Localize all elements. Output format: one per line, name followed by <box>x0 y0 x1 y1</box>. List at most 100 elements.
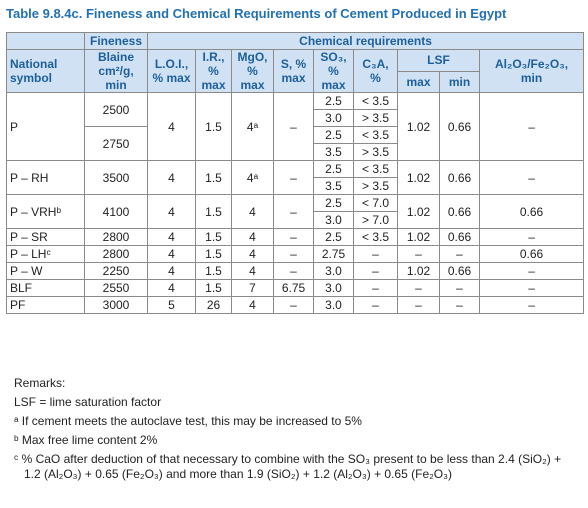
table-row: P – SR 2800 4 1.5 4–2.5 < 3.5 1.02 0.66– <box>6 228 585 246</box>
lsf-min-cell: 0.66 <box>439 262 480 280</box>
s-cell: – <box>273 160 314 195</box>
ir-cell: 26 <box>195 296 232 314</box>
lsf-max-cell: – <box>397 279 440 297</box>
requirements-table: Fineness Chemical requirements National … <box>6 32 585 314</box>
table-row: BLF 2550 4 1.5 7 6.75 3.0– – – – <box>6 279 585 297</box>
loi-cell: 4 <box>147 92 196 161</box>
c3a-cell: – <box>353 262 398 280</box>
fineness-cell: 2500 <box>84 92 148 127</box>
table-row: P – VRHᵇ 4100 4 1.5 4–2.5 < 7.0 1.02 0.66 0.66 <box>6 194 585 229</box>
loi-cell: 4 <box>147 228 196 246</box>
c3a-cell: – <box>353 279 398 297</box>
loi-cell: 4 <box>147 194 196 229</box>
c3a-cell: – <box>353 245 398 263</box>
c3a-cell: < 3.5 <box>353 228 398 246</box>
so3-cell: 3.0 <box>313 296 354 314</box>
so3-cell: 2.5 <box>313 160 354 178</box>
c3a-cell: < 7.0 <box>353 194 398 212</box>
remarks: Remarks: LSF = lime saturation factor ᵃ I… <box>14 376 580 482</box>
header-cell: I.R., % max <box>195 49 232 93</box>
al-fe-cell: – <box>478 228 585 246</box>
mgo-cell: 4ᵃ <box>231 160 274 195</box>
so3-cell: 3.0 <box>313 109 354 127</box>
mgo-cell: 4 <box>231 194 274 229</box>
s-cell: – <box>273 92 314 161</box>
al-fe-cell: – <box>478 279 585 297</box>
loi-cell: 4 <box>147 262 196 280</box>
lsf-min-cell: 0.66 <box>439 92 480 161</box>
header-cell <box>6 32 85 50</box>
header-cell: National symbol <box>6 49 85 93</box>
header-cell: C₃A, % <box>353 49 398 93</box>
c3a-cell: > 3.5 <box>353 177 398 195</box>
ir-cell: 1.5 <box>195 279 232 297</box>
lsf-max-cell: 1.02 <box>397 92 440 161</box>
so3-cell: 3.0 <box>313 211 354 229</box>
ir-cell: 1.5 <box>195 194 232 229</box>
al-fe-cell: 0.66 <box>478 194 585 229</box>
c3a-cell: > 3.5 <box>353 109 398 127</box>
lsf-min-cell: 0.66 <box>439 194 480 229</box>
remark-line: ᵃ If cement meets the autoclave test, th… <box>14 414 362 428</box>
ir-cell: 1.5 <box>195 92 232 161</box>
header-cell: Chemical requirements <box>146 32 585 50</box>
so3-cell: 2.75 <box>313 245 354 263</box>
table-body: P 2500 4 1.5 4ᵃ –2.5 < 3.5 1.02 0.66–3.0 > 3.5 275… <box>6 92 585 314</box>
remarks-heading: Remarks: <box>14 376 66 390</box>
fineness-cell: 3000 <box>84 296 148 314</box>
fineness-cell: 2750 <box>84 126 148 161</box>
ir-cell: 1.5 <box>195 262 232 280</box>
lsf-min-cell: – <box>439 279 480 297</box>
mgo-cell: 4 <box>231 228 274 246</box>
c3a-cell: < 3.5 <box>353 92 398 110</box>
mgo-cell: 4 <box>231 262 274 280</box>
s-cell: – <box>273 262 314 280</box>
fineness-cell: 2250 <box>84 262 148 280</box>
table-row: 3.0 > 7.0 <box>7 211 584 229</box>
header-cell: Fineness <box>84 32 148 50</box>
mgo-cell: 4 <box>231 245 274 263</box>
symbol-cell: PF <box>6 296 85 314</box>
fineness-cell: 2800 <box>84 245 148 263</box>
c3a-cell: – <box>353 296 398 314</box>
table-row: 2750 2.5 < 3.5 <box>7 126 584 161</box>
mgo-cell: 4 <box>231 296 274 314</box>
c3a-cell: > 7.0 <box>353 211 398 229</box>
lsf-max-cell: 1.02 <box>397 160 440 195</box>
s-cell: – <box>273 296 314 314</box>
ir-cell: 1.5 <box>195 245 232 263</box>
loi-cell: 4 <box>147 160 196 195</box>
so3-cell: 3.5 <box>313 143 354 161</box>
c3a-cell: < 3.5 <box>353 160 398 178</box>
lsf-max-cell: 1.02 <box>397 194 440 229</box>
lsf-min-cell: – <box>439 296 480 314</box>
table-row: 3.5 > 3.5 <box>7 177 584 195</box>
table-row: PF 3000 5 26 4–3.0– – – – <box>6 296 585 314</box>
c3a-cell: > 3.5 <box>353 143 398 161</box>
header-cell: Blaine cm²/g, min <box>84 49 148 93</box>
remark-line: ᵇ Max free lime content 2% <box>14 433 158 447</box>
loi-cell: 4 <box>147 245 196 263</box>
lsf-min-cell: 0.66 <box>439 228 480 246</box>
header-cell: min <box>439 70 480 93</box>
al-fe-cell: – <box>478 296 585 314</box>
header-cell: MgO, % max <box>231 49 274 93</box>
fineness-cell: 2800 <box>84 228 148 246</box>
table-row: P – W 2250 4 1.5 4–3.0–1.02 0.66– <box>6 262 585 280</box>
symbol-cell: P – W <box>6 262 85 280</box>
al-fe-cell: 0.66 <box>478 245 585 263</box>
al-fe-cell: – <box>478 160 585 195</box>
header-cell: LSF <box>397 49 480 72</box>
so3-cell: 3.0 <box>313 279 354 297</box>
mgo-cell: 4ᵃ <box>231 92 274 161</box>
s-cell: – <box>273 194 314 229</box>
s-cell: – <box>273 245 314 263</box>
header-cell: L.O.I., % max <box>147 49 196 93</box>
mgo-cell: 7 <box>231 279 274 297</box>
al-fe-cell: – <box>478 262 585 280</box>
symbol-cell: P <box>6 92 85 161</box>
header-cell: SO₃, % max <box>313 49 354 93</box>
so3-cell: 2.5 <box>313 228 354 246</box>
symbol-cell: P – VRHᵇ <box>6 194 85 229</box>
